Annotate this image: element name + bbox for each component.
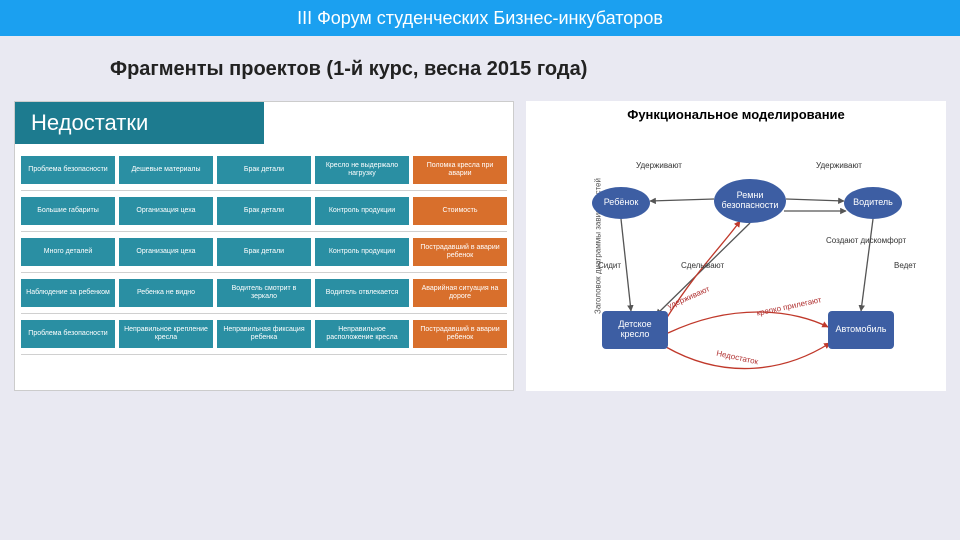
left-title: Недостатки [15, 102, 264, 144]
table-cell: Брак детали [217, 238, 311, 266]
table-cell: Проблема безопасности [21, 156, 115, 184]
table-cell: Организация цеха [119, 238, 213, 266]
table-cell: Неправильное расположение кресла [315, 320, 409, 348]
table-row: Проблема безопасностиНеправильное крепле… [21, 320, 507, 355]
diagram-node-child: Ребёнок [592, 187, 650, 219]
table-cell: Пострадавший в аварии ребенок [413, 238, 507, 266]
table-cell: Наблюдение за ребенком [21, 279, 115, 307]
table-cell: Водитель отвлекается [315, 279, 409, 307]
header-bar: III Форум студенческих Бизнес-инкубаторо… [0, 0, 960, 36]
table-cell: Брак детали [217, 156, 311, 184]
table-grid: Проблема безопасностиДешевые материалыБр… [15, 156, 513, 355]
table-cell: Кресло не выдержало нагрузку [315, 156, 409, 184]
right-panel: Функциональное моделирование Заголовок д… [526, 101, 946, 391]
table-row: Проблема безопасностиДешевые материалыБр… [21, 156, 507, 191]
table-cell: Большие габариты [21, 197, 115, 225]
table-cell: Поломка кресла при аварии [413, 156, 507, 184]
table-cell: Неправильная фиксация ребенка [217, 320, 311, 348]
table-cell: Дешевые материалы [119, 156, 213, 184]
table-cell: Пострадавший в аварии ребенок [413, 320, 507, 348]
table-cell: Проблема безопасности [21, 320, 115, 348]
table-cell: Контроль продукции [315, 197, 409, 225]
diagram-node-car: Автомобиль [828, 311, 894, 349]
page-subtitle: Фрагменты проектов (1-й курс, весна 2015… [0, 36, 960, 81]
table-cell: Организация цеха [119, 197, 213, 225]
table-cell: Контроль продукции [315, 238, 409, 266]
table-cell: Много деталей [21, 238, 115, 266]
diagram-node-belts: Ремни безопасности [714, 179, 786, 223]
table-row: Наблюдение за ребенкомРебенка не видноВо… [21, 279, 507, 314]
table-cell: Неправильное крепление кресла [119, 320, 213, 348]
table-row: Большие габаритыОрганизация цехаБрак дет… [21, 197, 507, 232]
diagram-node-driver: Водитель [844, 187, 902, 219]
table-cell: Водитель смотрит в зеркало [217, 279, 311, 307]
diagram-node-seat: Детское кресло [602, 311, 668, 349]
table-cell: Брак детали [217, 197, 311, 225]
table-cell: Аварийная ситуация на дороге [413, 279, 507, 307]
table-cell: Ребенка не видно [119, 279, 213, 307]
content-area: Недостатки Проблема безопасностиДешевые … [0, 81, 960, 391]
table-row: Много деталейОрганизация цехаБрак детали… [21, 238, 507, 273]
left-panel: Недостатки Проблема безопасностиДешевые … [14, 101, 514, 391]
table-cell: Стоимость [413, 197, 507, 225]
header-title: III Форум студенческих Бизнес-инкубаторо… [297, 8, 663, 28]
